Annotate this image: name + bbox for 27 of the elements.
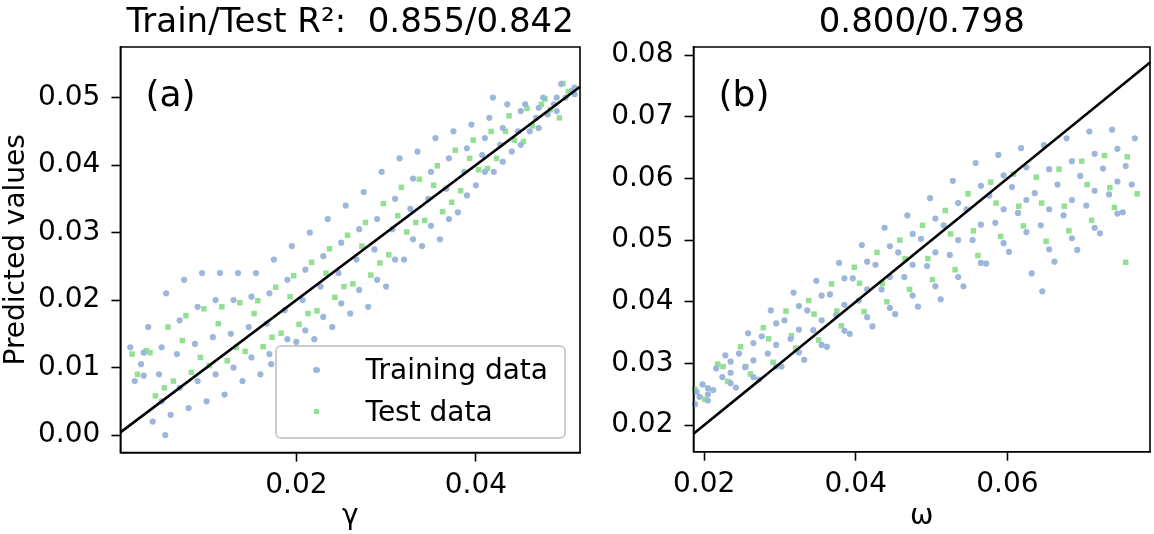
x-tick-label: 0.02 — [265, 466, 328, 500]
x-tick-label: 0.02 — [672, 465, 736, 499]
y-tick-label: 0.08 — [611, 36, 674, 70]
x-tick-label: 0.06 — [976, 465, 1039, 499]
y-tick-label: 0.07 — [611, 97, 674, 131]
y-tick-label: 0.04 — [611, 283, 674, 317]
y-tick-label: 0.01 — [38, 348, 101, 382]
legend-label: Training data — [365, 352, 548, 386]
y-tick-label: 0.05 — [38, 78, 101, 112]
annotation: (b) — [718, 73, 770, 115]
y-tick-label: 0.02 — [611, 406, 674, 440]
x-axis-title: ω — [910, 498, 934, 532]
legend-label: Test data — [365, 394, 493, 428]
chart-title: Train/Test R²: 0.855/0.842 — [125, 0, 574, 40]
y-tick-label: 0.03 — [38, 213, 101, 247]
y-tick-label: 0.05 — [611, 221, 674, 255]
y-tick-label: 0.06 — [611, 159, 674, 193]
y-tick-label: 0.04 — [38, 146, 101, 180]
y-tick-label: 0.02 — [38, 281, 101, 315]
chart-title: 0.800/0.798 — [818, 0, 1025, 40]
y-tick-label: 0.00 — [38, 416, 101, 450]
y-tick-label: 0.03 — [611, 344, 674, 378]
annotation: (a) — [145, 73, 196, 115]
y-axis-title: Predicted values — [0, 134, 32, 366]
x-tick-label: 0.04 — [444, 466, 508, 500]
x-tick-label: 0.04 — [824, 465, 887, 499]
x-axis-title: γ — [341, 498, 359, 532]
